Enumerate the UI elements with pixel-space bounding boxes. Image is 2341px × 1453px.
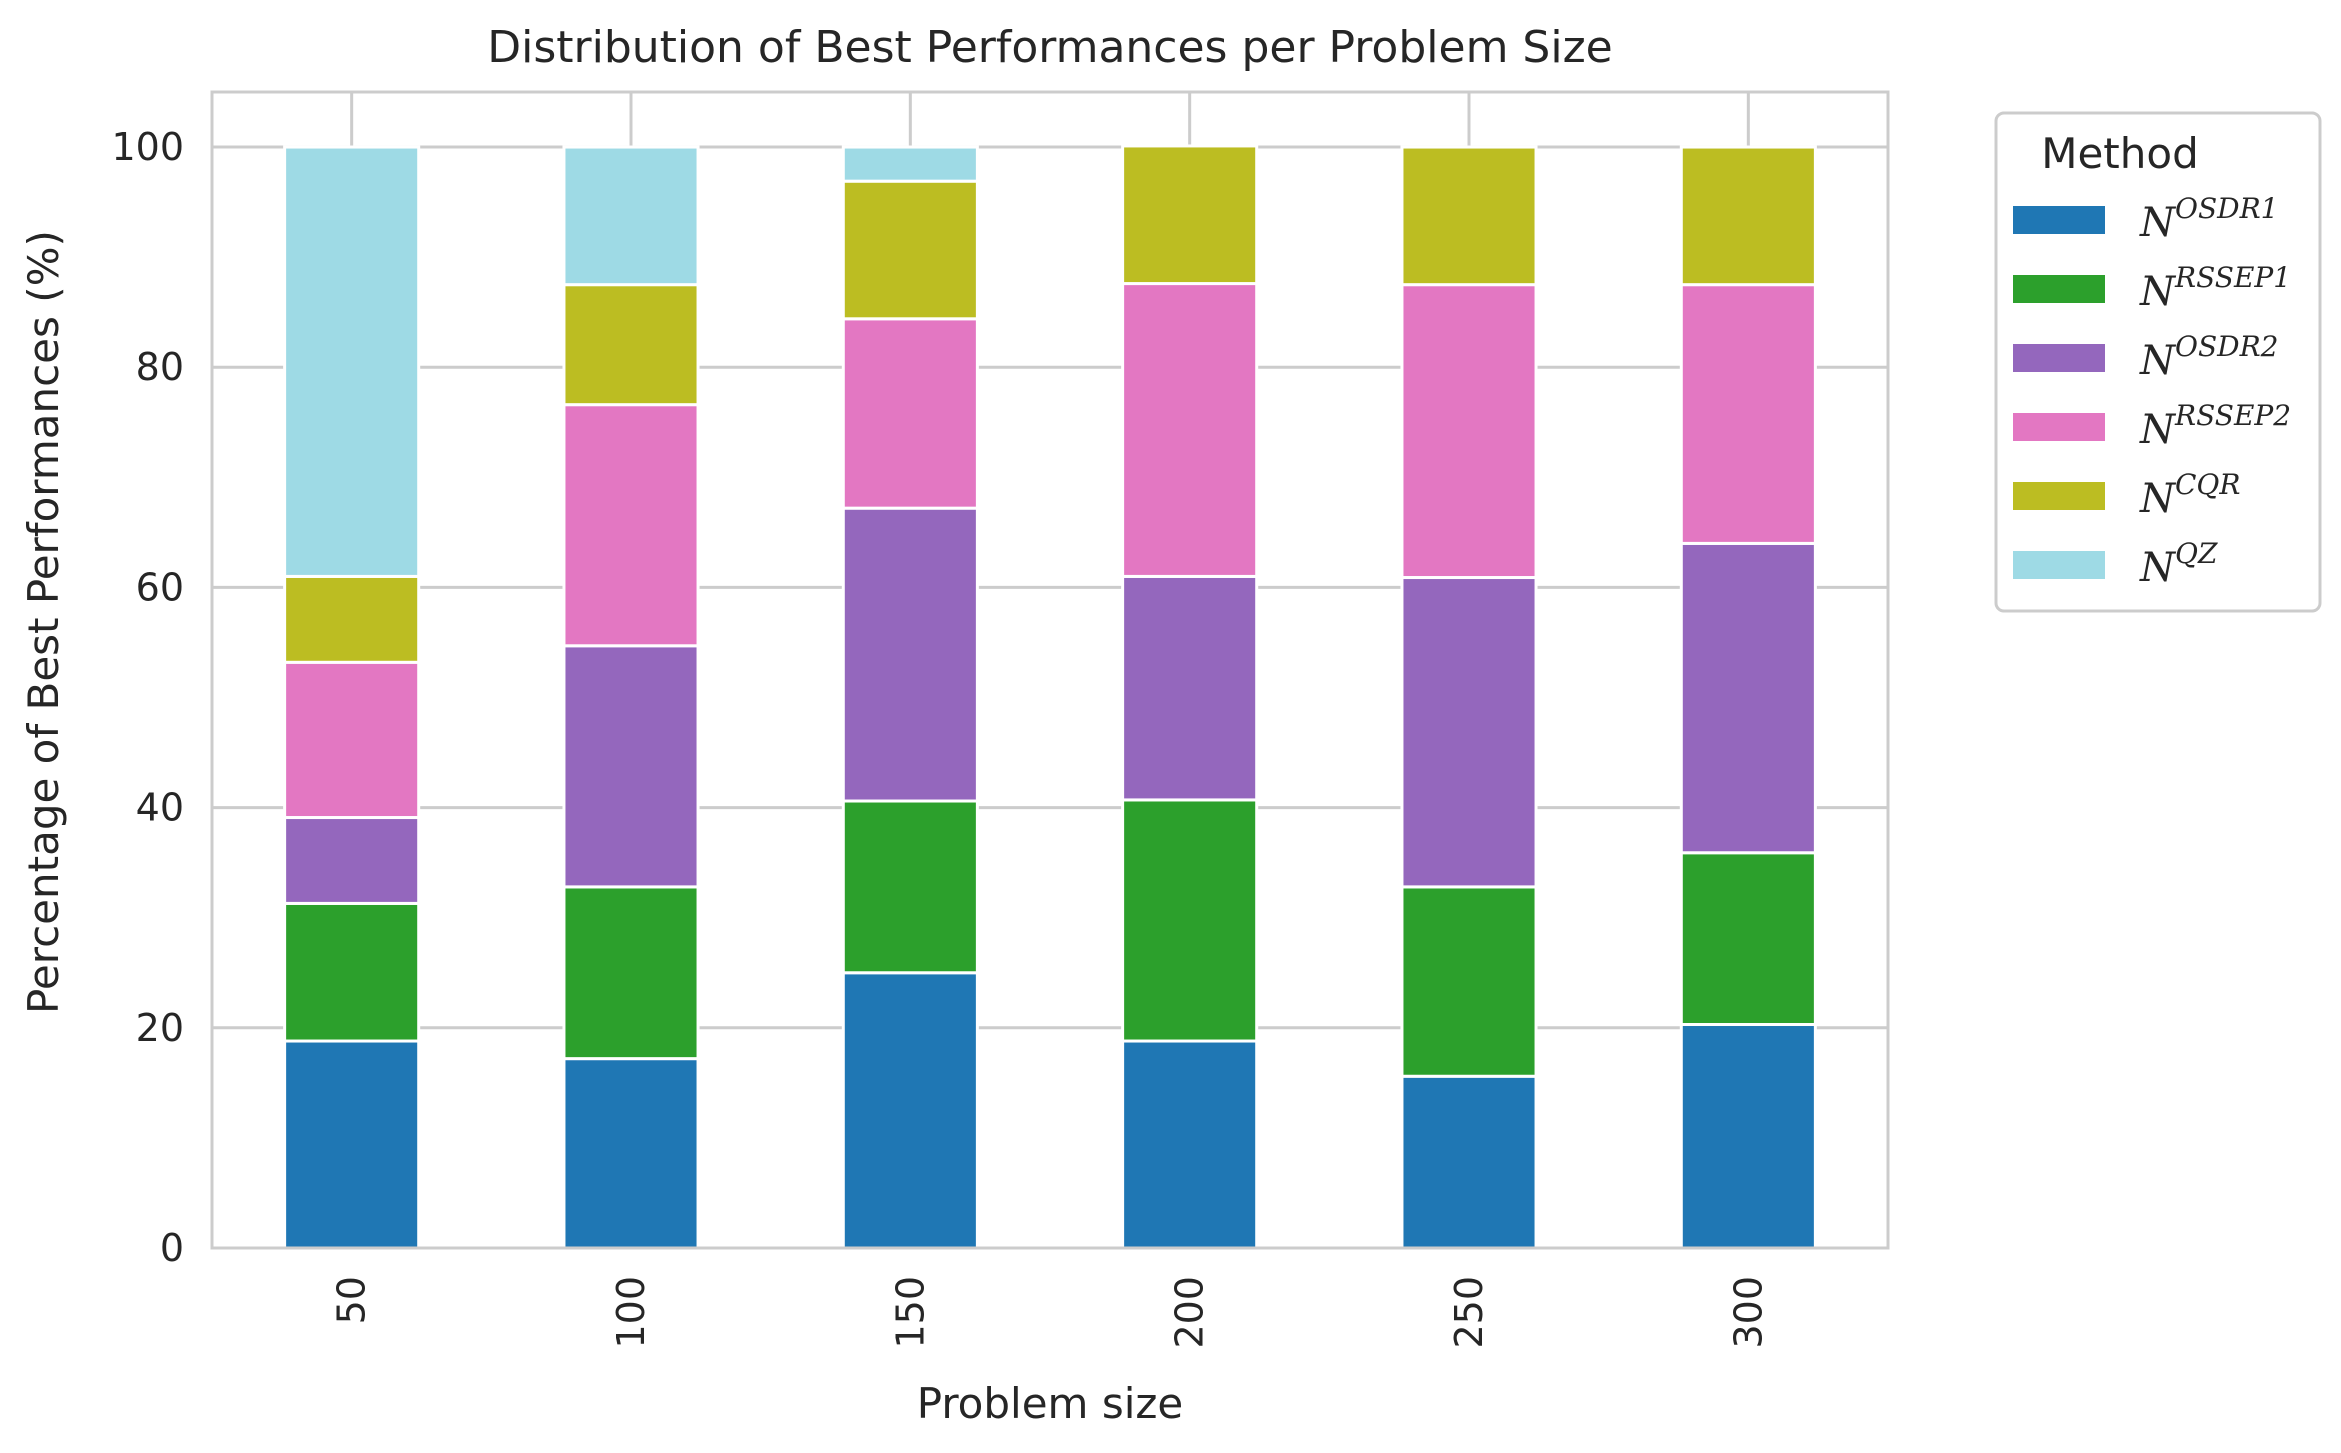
x-tick-label: 50 xyxy=(330,1276,374,1324)
bar-segment xyxy=(841,317,979,510)
bar-segment xyxy=(1400,145,1538,287)
legend-label: NOSDR2 xyxy=(2139,330,2278,384)
legend-label: NCQR xyxy=(2139,468,2240,522)
legend-label-sup: QZ xyxy=(2175,537,2218,570)
legend-label: NQZ xyxy=(2139,537,2218,591)
bar-segment xyxy=(841,145,979,183)
bar-segment xyxy=(841,799,979,975)
y-tick-label: 80 xyxy=(136,345,184,389)
bar-segment xyxy=(1400,576,1538,889)
y-tick-label: 40 xyxy=(136,786,184,830)
x-tick-label: 300 xyxy=(1726,1276,1770,1349)
x-tick-label: 250 xyxy=(1447,1276,1491,1349)
bar-segment xyxy=(1121,1039,1259,1250)
grid-layer xyxy=(212,92,1888,1250)
bar-segment xyxy=(1121,144,1259,286)
bar-segment xyxy=(1400,283,1538,580)
legend-label-sup: RSSEP2 xyxy=(2174,399,2291,432)
bar-segment xyxy=(1121,282,1259,578)
legend-label: NOSDR1 xyxy=(2139,192,2278,246)
y-tick-label: 0 xyxy=(160,1226,184,1270)
legend-title: Method xyxy=(2041,129,2199,178)
legend-swatch xyxy=(2013,551,2105,579)
legend-label: NRSSEP2 xyxy=(2139,399,2291,453)
legend-swatch xyxy=(2013,413,2105,441)
legend-label-base: N xyxy=(2139,545,2177,591)
bar-segment xyxy=(283,816,421,905)
legend-swatch xyxy=(2013,344,2105,372)
bars-layer xyxy=(283,144,1817,1250)
plot-frame xyxy=(210,90,1890,1250)
legend-label-base: N xyxy=(2139,476,2177,522)
bar-segment xyxy=(283,1039,421,1250)
bar-segment xyxy=(1679,283,1817,545)
x-tick-label: 100 xyxy=(609,1276,653,1349)
y-tick-label: 20 xyxy=(136,1006,184,1050)
bar-segment xyxy=(562,145,700,287)
legend-label-base: N xyxy=(2139,338,2177,384)
bar-segment xyxy=(283,145,421,578)
bar-segment xyxy=(562,885,700,1061)
bar-segment xyxy=(562,644,700,889)
bar-segment xyxy=(1679,541,1817,855)
bar-segment xyxy=(1400,885,1538,1078)
x-tick-label: 200 xyxy=(1168,1276,1212,1349)
legend-swatch xyxy=(2013,275,2105,303)
bar-segment xyxy=(1121,574,1259,802)
legend-label-sup: RSSEP1 xyxy=(2174,261,2291,294)
legend-swatch xyxy=(2013,206,2105,234)
chart-title: Distribution of Best Performances per Pr… xyxy=(487,22,1613,73)
bar-segment xyxy=(283,901,421,1043)
legend-label-base: N xyxy=(2139,269,2177,315)
bar-segment xyxy=(283,660,421,820)
bar-segment xyxy=(562,283,700,407)
bar-segment xyxy=(1679,145,1817,287)
y-axis-label: Percentage of Best Performances (%) xyxy=(19,230,68,1014)
bar-segment xyxy=(841,506,979,803)
legend-label-sup: OSDR2 xyxy=(2175,330,2278,363)
y-tick-label: 100 xyxy=(111,125,184,169)
y-tick-label: 60 xyxy=(136,565,184,609)
x-tick-label: 150 xyxy=(888,1276,932,1349)
legend-label-base: N xyxy=(2139,200,2177,246)
legend-label-sup: CQR xyxy=(2175,468,2240,501)
bar-segment xyxy=(562,1057,700,1250)
bar-segment xyxy=(562,403,700,648)
bar-segment xyxy=(1400,1074,1538,1250)
legend-label: NRSSEP1 xyxy=(2139,261,2291,315)
bar-segment xyxy=(1679,1023,1817,1250)
bar-segment xyxy=(1121,798,1259,1043)
bar-segment xyxy=(1679,851,1817,1027)
ticks-layer: 0 20 40 60 80 100 50 100 150 200 250 300 xyxy=(111,125,1770,1348)
x-axis-label: Problem size xyxy=(917,1379,1184,1428)
legend-label-sup: OSDR1 xyxy=(2175,192,2278,225)
bar-segment xyxy=(841,971,979,1250)
bar-segment xyxy=(841,179,979,321)
legend-label-base: N xyxy=(2139,407,2177,453)
legend-swatch xyxy=(2013,482,2105,510)
bar-segment xyxy=(283,574,421,664)
